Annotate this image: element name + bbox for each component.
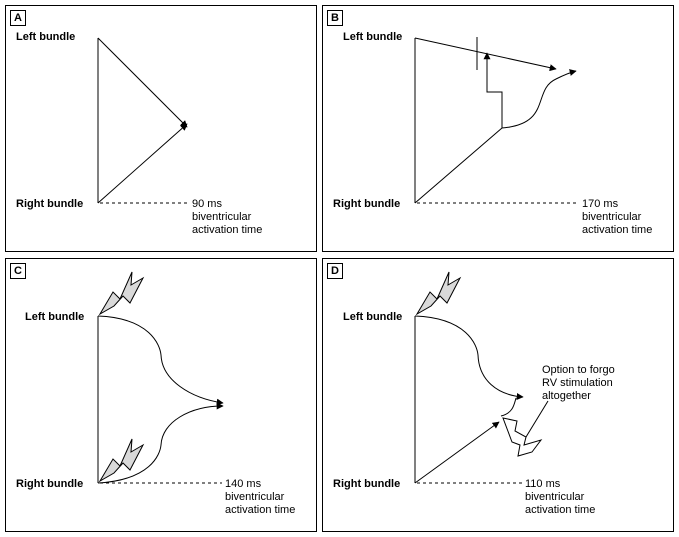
activation-time-line-3: activation time [192,224,263,236]
panel-a: A Left bundle Right bundle 90 ms biventr… [5,5,317,252]
panel-b-drawing [414,37,578,204]
option-note-line-3: altogether [542,390,591,402]
panel-letter: D [327,263,343,279]
left-bundle-arrow [97,315,224,406]
left-bundle-arrow [414,315,524,401]
panel-a-drawing [97,37,188,204]
option-note-text: Option to forgo RV stimulation altogethe… [542,364,615,403]
lightning-bolt-icon [98,438,145,483]
activation-time-text: 170 ms biventricular activation time [582,198,652,237]
left-bundle-label: Left bundle [343,311,403,323]
retrograde-path [483,52,503,128]
activation-time-text: 90 ms biventricular activation time [192,198,262,237]
activation-time-value: 140 ms [225,478,262,490]
right-bundle-arrow [501,69,577,129]
left-bundle-path [414,37,557,72]
left-bundle-label: Left bundle [16,31,76,43]
panel-c-drawing [97,315,224,484]
activation-time-line-3: activation time [582,224,653,236]
panel-d-drawing [414,315,524,484]
activation-time-line-3: activation time [525,504,596,516]
right-bundle-label: Right bundle [333,478,401,490]
activation-time-line-2: biventricular [225,491,285,503]
option-note-line-1: Option to forgo [542,364,615,376]
lightning-bolt-icon [415,271,462,316]
activation-time-line-2: biventricular [525,491,585,503]
activation-time-line-2: biventricular [192,211,252,223]
panel-d: D Left bundle Right bundle Option to for… [322,258,674,532]
right-bundle-arrow [97,402,224,484]
left-bundle-label: Left bundle [343,31,403,43]
panel-letter: B [327,10,343,26]
activation-time-value: 110 ms [525,478,561,490]
panel-b: B Left bundle Right bundle 170 ms bivent… [322,5,674,252]
right-bundle-path [414,127,503,204]
right-bundle-arrow [97,123,188,204]
option-note-line-2: RV stimulation [542,377,613,389]
left-bundle-label: Left bundle [25,311,85,323]
omitted-rv-lead-bolt-icon [502,417,543,457]
activation-time-value: 90 ms [192,198,222,210]
panel-letter: A [10,10,26,26]
activation-time-text: 110 ms biventricular activation time [525,478,595,517]
activation-time-line-3: activation time [225,504,296,516]
note-pointer-line [525,400,549,438]
panel-c: C Left bundle Right bundle 140 ms bivent… [5,258,317,532]
right-bundle-label: Right bundle [16,478,84,490]
right-bundle-arrow [414,421,500,484]
right-bundle-label: Right bundle [16,198,84,210]
right-bundle-label: Right bundle [333,198,401,210]
left-bundle-arrow [97,37,188,128]
activation-time-value: 170 ms [582,198,619,210]
lead-curve [500,397,517,417]
activation-time-line-2: biventricular [582,211,642,223]
panel-letter: C [10,263,26,279]
lightning-bolt-icon [98,271,145,316]
activation-time-text: 140 ms biventricular activation time [225,478,295,517]
